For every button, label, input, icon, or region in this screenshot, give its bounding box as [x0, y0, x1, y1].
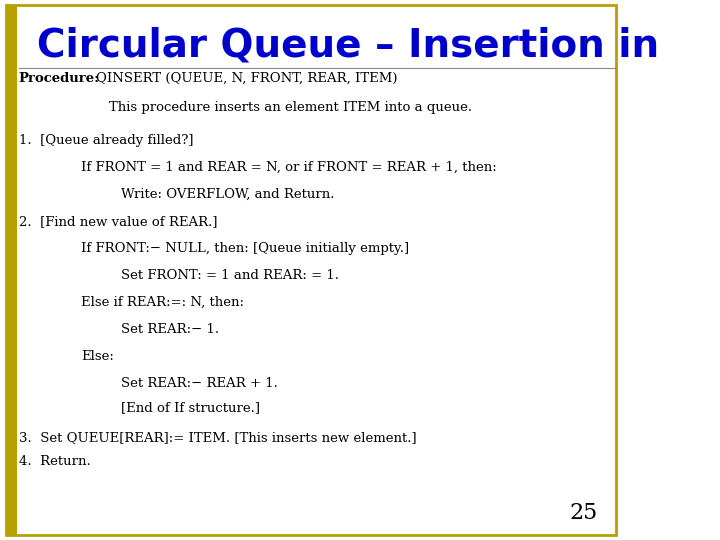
Text: 25: 25 — [570, 502, 598, 524]
Text: If FRONT:− NULL, then: [Queue initially empty.]: If FRONT:− NULL, then: [Queue initially … — [81, 242, 409, 255]
Text: Write: OVERFLOW, and Return.: Write: OVERFLOW, and Return. — [122, 188, 335, 201]
Text: 4.  Return.: 4. Return. — [19, 455, 91, 468]
Text: Procedure:: Procedure: — [19, 72, 100, 85]
Text: Set REAR:− REAR + 1.: Set REAR:− REAR + 1. — [122, 377, 278, 390]
Text: [End of If structure.]: [End of If structure.] — [122, 401, 261, 414]
Text: 2.  [Find new value of REAR.]: 2. [Find new value of REAR.] — [19, 215, 217, 228]
Text: Set REAR:− 1.: Set REAR:− 1. — [122, 323, 220, 336]
Text: QINSERT (QUEUE, N, FRONT, REAR, ITEM): QINSERT (QUEUE, N, FRONT, REAR, ITEM) — [96, 72, 398, 85]
Text: If FRONT = 1 and REAR = N, or if FRONT = REAR + 1, then:: If FRONT = 1 and REAR = N, or if FRONT =… — [81, 161, 497, 174]
Text: 3.  Set QUEUE[REAR]:= ITEM. [This inserts new element.]: 3. Set QUEUE[REAR]:= ITEM. [This inserts… — [19, 431, 416, 444]
Text: Else if REAR:=: N, then:: Else if REAR:=: N, then: — [81, 296, 244, 309]
Text: Set FRONT: = 1 and REAR: = 1.: Set FRONT: = 1 and REAR: = 1. — [122, 269, 339, 282]
Text: 1.  [Queue already filled?]: 1. [Queue already filled?] — [19, 134, 193, 147]
Text: This procedure inserts an element ITEM into a queue.: This procedure inserts an element ITEM i… — [109, 102, 472, 114]
Text: Else:: Else: — [81, 350, 114, 363]
Bar — [6, 5, 17, 535]
Text: Circular Queue – Insertion in: Circular Queue – Insertion in — [37, 27, 660, 65]
